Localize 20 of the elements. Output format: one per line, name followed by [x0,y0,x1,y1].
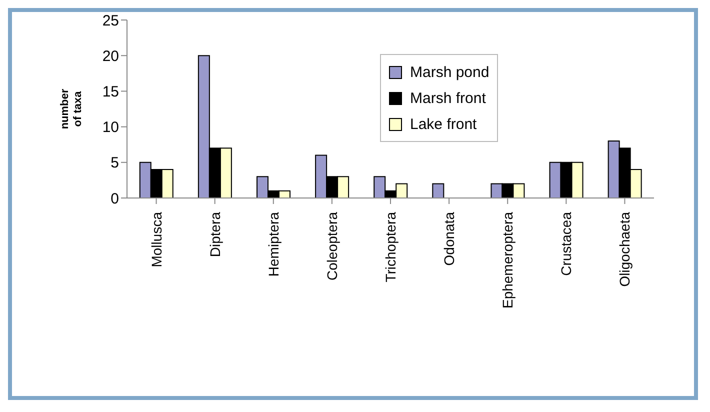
x-tick-label: Ephemeroptera [500,212,516,309]
legend-label: Marsh front [410,90,486,106]
legend-label: Lake front [410,116,477,132]
x-tick-label: Crustacea [558,212,574,276]
x-tick-label: Mollusca [148,212,164,268]
y-tick-label: 10 [102,119,119,136]
y-tick-label: 20 [102,48,119,65]
y-tick-label: 0 [110,190,119,208]
y-tick-label: 5 [110,154,119,172]
x-tick-label: Hemiptera [265,212,282,277]
x-tick-label: Odonata [441,212,458,266]
x-tick-label: Trichoptera [382,212,398,282]
x-tick-label: Diptera [206,212,223,258]
y-tick-label: 15 [102,84,119,101]
legend-label: Marsh pond [410,64,490,80]
x-tick-label: Oligochaeta [616,212,633,287]
y-axis-title: number of taxa [59,88,84,130]
bar [432,183,444,198]
x-tick-label: Coleoptera [324,212,340,280]
y-tick-label: 25 [102,12,119,30]
